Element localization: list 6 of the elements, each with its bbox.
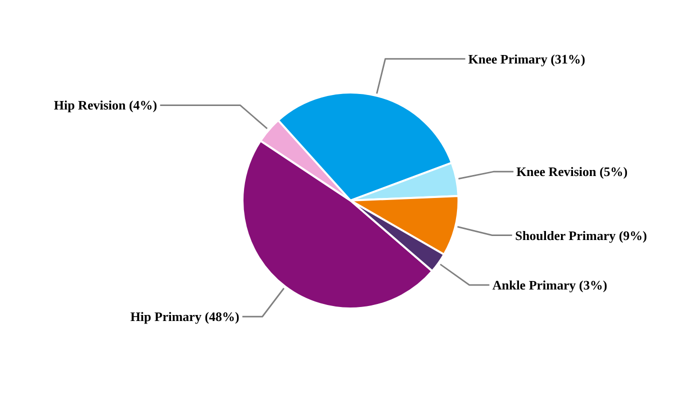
slice-label: Knee Revision (5%) [516, 164, 628, 180]
slice-label: Hip Revision (4%) [54, 98, 158, 113]
slice-label: Hip Primary (48%) [130, 309, 240, 324]
slice-label: Shoulder Primary (9%) [515, 228, 648, 243]
slice-label: Ankle Primary (3%) [492, 277, 608, 292]
slice-label: Knee Primary (31%) [468, 51, 586, 66]
